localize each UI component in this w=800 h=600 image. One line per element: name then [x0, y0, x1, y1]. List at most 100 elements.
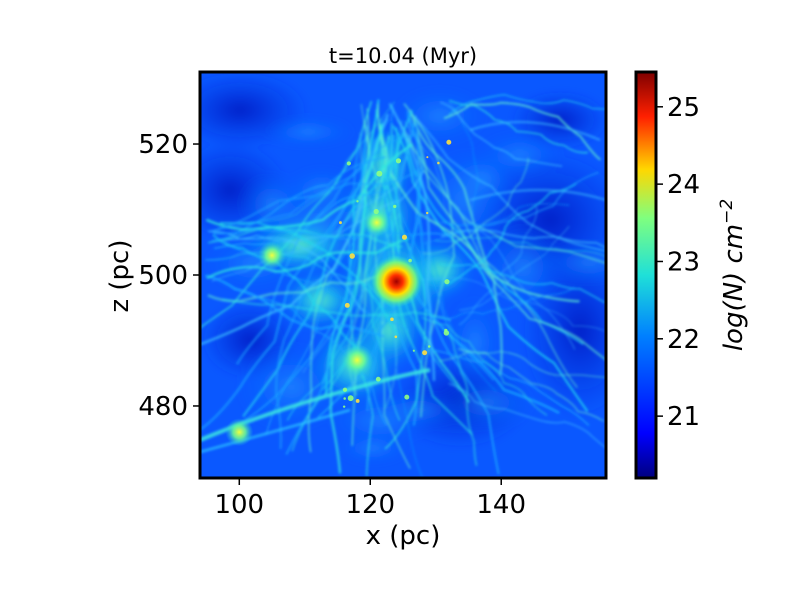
filament	[207, 230, 366, 314]
filament	[458, 206, 538, 326]
filament	[302, 118, 411, 373]
dense-knot	[393, 204, 397, 209]
dense-knot	[349, 253, 355, 259]
filament	[200, 408, 351, 454]
filament	[469, 121, 601, 141]
chart-title: t=10.04 (Myr)	[329, 44, 477, 68]
filament	[423, 157, 529, 255]
filament	[446, 183, 577, 286]
y-tick-label: 500	[138, 261, 188, 291]
colorbar-tick-label: 25	[667, 93, 700, 123]
x-axis-label: x (pc)	[366, 521, 441, 551]
filament	[434, 286, 575, 320]
dense-knot	[375, 376, 381, 382]
colorbar-tick-label: 23	[667, 247, 700, 277]
dense-clump	[341, 344, 374, 377]
filament	[440, 229, 606, 249]
dense-knot	[355, 399, 360, 403]
dense-knot	[394, 335, 398, 339]
filament	[440, 263, 606, 304]
filament	[206, 237, 409, 279]
dense-knot	[373, 208, 379, 215]
filament	[205, 251, 394, 309]
dense-knot	[446, 139, 452, 145]
y-axis-label: z (pc)	[105, 240, 135, 313]
dense-clump	[225, 418, 254, 447]
dense-knot	[342, 387, 348, 392]
filament	[219, 221, 399, 336]
dense-knot	[425, 211, 429, 215]
dense-knot	[408, 258, 412, 263]
dense-knot	[356, 200, 359, 203]
filament	[206, 143, 413, 231]
filament	[449, 100, 588, 154]
dense-knot	[343, 397, 346, 400]
dense-knot	[412, 349, 415, 352]
colorbar-label: log(N) cm−2	[717, 199, 749, 351]
dense-knot	[342, 405, 346, 408]
dense-clump	[258, 241, 287, 270]
dense-knot	[404, 394, 410, 400]
y-tick-label: 520	[138, 130, 188, 160]
filament	[403, 134, 606, 265]
filament	[211, 167, 422, 233]
filament	[423, 348, 590, 426]
colorbar-tick-label: 22	[667, 325, 700, 355]
filament	[416, 132, 606, 361]
filament	[414, 116, 606, 252]
filament	[448, 101, 480, 263]
filament	[207, 226, 403, 248]
filament	[423, 203, 570, 245]
dense-clump	[362, 208, 391, 237]
dense-knot	[422, 350, 428, 356]
filament	[211, 186, 396, 282]
x-tick-label: 140	[476, 490, 526, 520]
heatmap-image	[200, 72, 606, 478]
diffuse-gas	[261, 116, 355, 148]
diffuse-gas	[370, 391, 467, 430]
filament	[207, 273, 398, 303]
filament	[275, 132, 363, 450]
diffuse-gas	[448, 296, 502, 389]
filament	[443, 101, 601, 161]
x-tick-label: 120	[345, 490, 395, 520]
dense-knot	[390, 317, 394, 322]
dense-knot	[401, 234, 408, 240]
filament	[403, 103, 455, 418]
x-axis-ticks: 100 120 140	[214, 478, 526, 520]
filament	[434, 236, 606, 257]
filament	[459, 226, 570, 311]
diffuse-gas	[392, 86, 488, 145]
filament	[420, 277, 605, 332]
y-tick-label: 480	[138, 392, 188, 422]
filament	[388, 103, 436, 382]
filament	[421, 317, 548, 416]
filament	[213, 228, 453, 240]
filament	[438, 350, 606, 378]
y-axis-ticks: 480 500 520	[138, 130, 200, 422]
filament	[393, 125, 588, 412]
filament	[397, 119, 578, 388]
colorbar-tick-label: 24	[667, 170, 700, 200]
filament	[409, 109, 503, 376]
dense-knot	[395, 158, 402, 164]
filament	[200, 138, 377, 430]
dense-knot	[427, 345, 431, 348]
dense-knot	[437, 161, 440, 165]
colorbar-tick-label: 21	[667, 402, 700, 432]
filament	[442, 327, 478, 466]
colorbar-ticks: 21 22 23 24 25	[656, 93, 700, 432]
x-tick-label: 100	[214, 490, 264, 520]
dense-knot	[338, 221, 342, 225]
filament	[448, 383, 606, 449]
filament	[222, 298, 451, 321]
dense-knot	[346, 161, 351, 166]
dense-knot	[347, 395, 354, 402]
filament	[457, 348, 605, 422]
dense-knot	[376, 170, 383, 177]
filament	[213, 189, 389, 249]
diffuse-gas	[335, 432, 411, 464]
filament	[448, 94, 606, 115]
colorbar	[634, 70, 658, 480]
